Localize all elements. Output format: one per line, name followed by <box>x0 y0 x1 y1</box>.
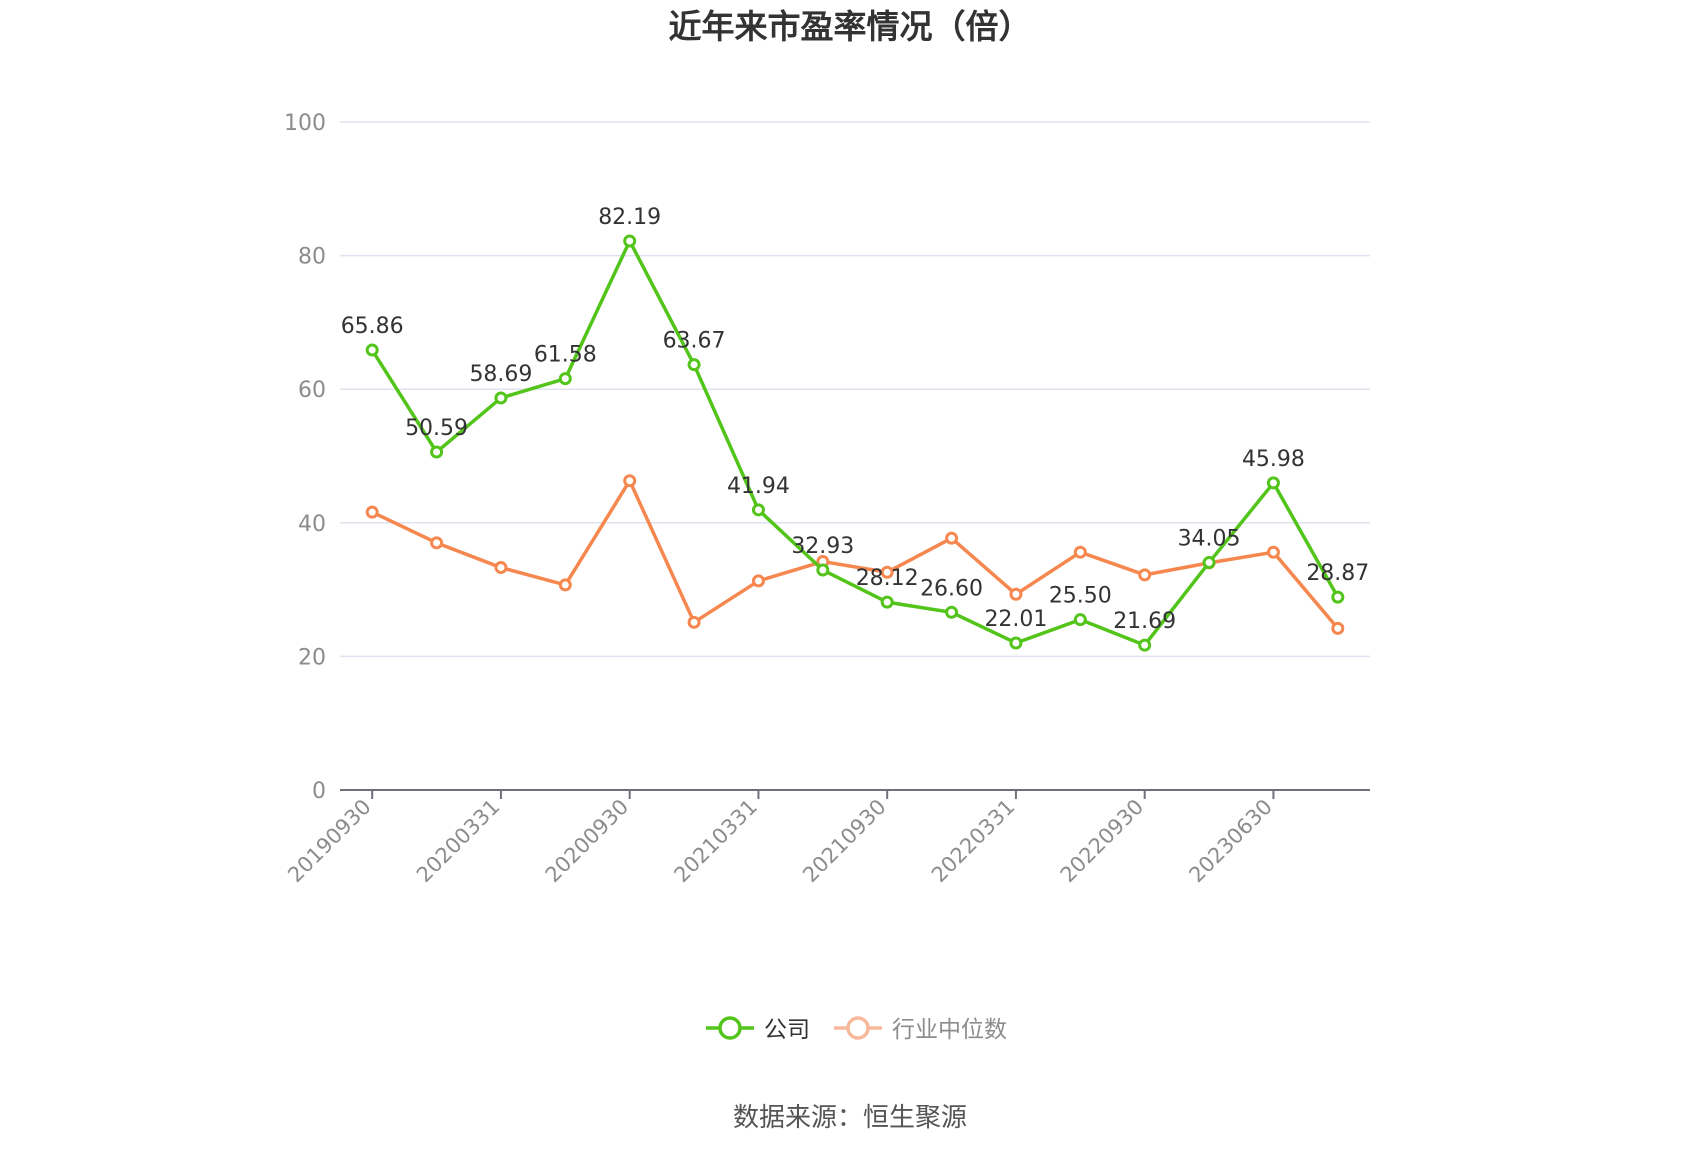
data-point[interactable] <box>1073 545 1087 559</box>
data-point[interactable] <box>430 445 444 459</box>
data-label: 25.50 <box>1049 584 1112 609</box>
data-point[interactable] <box>1331 590 1345 604</box>
series-line <box>370 239 1340 647</box>
data-point[interactable] <box>880 565 894 579</box>
y-tick-label: 60 <box>298 378 326 403</box>
x-tick-label: 20210930 <box>798 795 891 888</box>
data-label: 26.60 <box>920 576 983 601</box>
data-label: 45.98 <box>1242 447 1305 472</box>
data-point[interactable] <box>880 595 894 609</box>
data-label: 63.67 <box>663 329 726 354</box>
data-label: 50.59 <box>405 416 468 441</box>
data-point[interactable] <box>365 343 379 357</box>
data-point[interactable] <box>1138 568 1152 582</box>
chart-title: 近年来市盈率情况（倍） <box>669 7 1032 46</box>
data-point[interactable] <box>1138 638 1152 652</box>
data-point[interactable] <box>687 358 701 372</box>
x-axis: 20190930 20200331 20200930 20210331 20210930… <box>283 789 1370 888</box>
legend-marker-icon <box>718 1016 742 1040</box>
data-point[interactable] <box>751 574 765 588</box>
data-label: 32.93 <box>791 534 854 559</box>
y-tick-label: 80 <box>298 245 326 270</box>
data-source: 数据来源：恒生聚源 <box>733 1103 967 1133</box>
data-label: 28.87 <box>1306 561 1369 586</box>
data-point[interactable] <box>945 531 959 545</box>
data-point[interactable] <box>558 372 572 386</box>
data-label: 28.12 <box>856 566 919 591</box>
legend-item-company[interactable]: 公司 <box>706 1016 810 1043</box>
legend-marker-icon <box>846 1016 870 1040</box>
data-point[interactable] <box>1009 636 1023 650</box>
data-label: 34.05 <box>1178 527 1241 552</box>
legend[interactable]: 公司 行业中位数 <box>706 1016 1007 1043</box>
x-tick-label: 20220930 <box>1056 795 1149 888</box>
data-label: 21.69 <box>1113 609 1176 634</box>
data-point[interactable] <box>1009 587 1023 601</box>
data-point[interactable] <box>494 561 508 575</box>
x-tick-label: 20210331 <box>669 795 762 888</box>
data-point[interactable] <box>945 605 959 619</box>
data-label: 58.69 <box>469 362 532 387</box>
data-point[interactable] <box>1202 556 1216 570</box>
data-point[interactable] <box>687 615 701 629</box>
y-axis-ticks: 0 20 40 60 80 100 <box>284 111 326 804</box>
series-industry-median <box>365 474 1345 635</box>
legend-item-industry-median[interactable]: 行业中位数 <box>834 1016 1007 1043</box>
x-tick-label: 20190930 <box>283 795 376 888</box>
y-tick-label: 0 <box>312 779 326 804</box>
data-label: 22.01 <box>984 607 1047 632</box>
data-point[interactable] <box>365 505 379 519</box>
data-point[interactable] <box>623 474 637 488</box>
data-point[interactable] <box>1266 545 1280 559</box>
data-label: 82.19 <box>598 205 661 230</box>
y-tick-label: 100 <box>284 111 326 136</box>
y-tick-label: 40 <box>298 512 326 537</box>
legend-label: 公司 <box>764 1017 810 1043</box>
data-label: 41.94 <box>727 474 790 499</box>
data-label: 61.58 <box>534 343 597 368</box>
x-tick-label: 20200930 <box>541 795 634 888</box>
data-point[interactable] <box>1073 613 1087 627</box>
x-tick-label: 20220331 <box>927 795 1020 888</box>
data-label: 65.86 <box>341 314 404 339</box>
data-point[interactable] <box>494 391 508 405</box>
grid-lines <box>340 121 1370 658</box>
legend-label: 行业中位数 <box>892 1017 1007 1043</box>
data-point[interactable] <box>751 503 765 517</box>
data-point[interactable] <box>623 234 637 248</box>
series-line <box>371 478 1340 630</box>
data-point[interactable] <box>430 536 444 550</box>
data-point[interactable] <box>1331 621 1345 635</box>
y-tick-label: 20 <box>298 645 326 670</box>
data-point[interactable] <box>558 578 572 592</box>
data-point[interactable] <box>1266 476 1280 490</box>
x-tick-label: 20200331 <box>412 795 505 888</box>
x-tick-label: 20230630 <box>1184 795 1277 888</box>
data-point[interactable] <box>816 563 830 577</box>
